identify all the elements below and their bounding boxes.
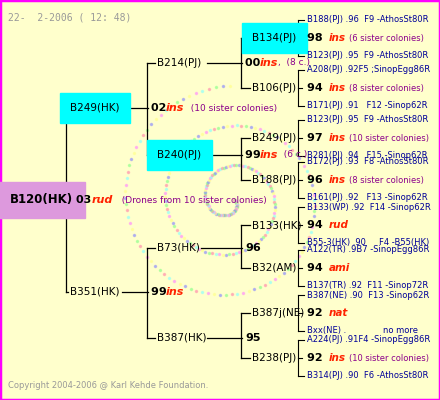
Text: (10 sister colonies): (10 sister colonies) bbox=[349, 354, 429, 362]
Text: B238(PJ): B238(PJ) bbox=[252, 353, 296, 363]
Text: (6 sister colonies): (6 sister colonies) bbox=[349, 34, 424, 42]
Text: B214(PJ): B214(PJ) bbox=[157, 58, 201, 68]
Text: B387(NE) .90  F13 -Sinop62R: B387(NE) .90 F13 -Sinop62R bbox=[307, 290, 429, 300]
Text: B133(WP) .92  F14 -Sinop62R: B133(WP) .92 F14 -Sinop62R bbox=[307, 202, 431, 212]
Text: ami: ami bbox=[329, 263, 350, 273]
Text: (10 sister colonies): (10 sister colonies) bbox=[185, 104, 277, 112]
Text: B249(HK): B249(HK) bbox=[70, 103, 120, 113]
Text: 92: 92 bbox=[307, 308, 326, 318]
Text: B188(PJ) .96  F9 -AthosSt80R: B188(PJ) .96 F9 -AthosSt80R bbox=[307, 16, 429, 24]
Text: A208(PJ) .92F5 ;SinopEgg86R: A208(PJ) .92F5 ;SinopEgg86R bbox=[307, 66, 430, 74]
Text: B137(TR) .92  F11 -Sinop72R: B137(TR) .92 F11 -Sinop72R bbox=[307, 282, 428, 290]
Text: rud: rud bbox=[92, 195, 114, 205]
Text: B314(PJ) .90  F6 -AthosSt80R: B314(PJ) .90 F6 -AthosSt80R bbox=[307, 372, 429, 380]
Text: ins: ins bbox=[329, 83, 346, 93]
Text: 22-  2-2006 ( 12: 48): 22- 2-2006 ( 12: 48) bbox=[8, 12, 132, 22]
Text: B123(PJ) .95  F9 -AthosSt80R: B123(PJ) .95 F9 -AthosSt80R bbox=[307, 52, 428, 60]
Text: B188(PJ): B188(PJ) bbox=[252, 175, 296, 185]
Text: Bxx(NE) .              no more: Bxx(NE) . no more bbox=[307, 326, 418, 336]
Text: ins: ins bbox=[329, 353, 346, 363]
Text: 99: 99 bbox=[245, 150, 264, 160]
Text: ins: ins bbox=[166, 103, 184, 113]
Text: ins: ins bbox=[166, 287, 184, 297]
Text: Copyright 2004-2006 @ Karl Kehde Foundation.: Copyright 2004-2006 @ Karl Kehde Foundat… bbox=[8, 381, 209, 390]
Text: B106(PJ): B106(PJ) bbox=[252, 83, 296, 93]
Text: 94: 94 bbox=[307, 83, 326, 93]
Text: ins: ins bbox=[260, 58, 279, 68]
Text: rud: rud bbox=[329, 220, 349, 230]
Text: 98: 98 bbox=[307, 33, 326, 43]
Text: B249(PJ): B249(PJ) bbox=[252, 133, 296, 143]
Text: ins: ins bbox=[329, 175, 346, 185]
Text: B281(PJ) .94   F15 -Sinop62R: B281(PJ) .94 F15 -Sinop62R bbox=[307, 152, 428, 160]
Text: 97: 97 bbox=[307, 133, 326, 143]
Text: 92: 92 bbox=[307, 353, 326, 363]
Text: (8 sister colonies): (8 sister colonies) bbox=[349, 176, 424, 184]
Text: ins: ins bbox=[329, 33, 346, 43]
Text: A122(TR) .9B7 -SinopEgg86R: A122(TR) .9B7 -SinopEgg86R bbox=[307, 246, 429, 254]
Text: 00: 00 bbox=[245, 58, 264, 68]
Text: 03: 03 bbox=[76, 195, 95, 205]
Text: B171(PJ) .91   F12 -Sinop62R: B171(PJ) .91 F12 -Sinop62R bbox=[307, 102, 428, 110]
Text: B134(PJ): B134(PJ) bbox=[252, 33, 296, 43]
Text: ,  (8 c.): , (8 c.) bbox=[278, 58, 310, 68]
Text: 94: 94 bbox=[307, 220, 326, 230]
Text: B351(HK): B351(HK) bbox=[70, 287, 120, 297]
Text: B240(PJ): B240(PJ) bbox=[157, 150, 201, 160]
Text: 96: 96 bbox=[245, 243, 261, 253]
Text: B161(PJ) .92   F13 -Sinop62R: B161(PJ) .92 F13 -Sinop62R bbox=[307, 194, 428, 202]
Text: A224(PJ) .91F4 -SinopEgg86R: A224(PJ) .91F4 -SinopEgg86R bbox=[307, 336, 430, 344]
Text: B387j(NE): B387j(NE) bbox=[252, 308, 304, 318]
Text: nat: nat bbox=[329, 308, 348, 318]
Text: (6 c.): (6 c.) bbox=[278, 150, 307, 160]
Text: B133(HK): B133(HK) bbox=[252, 220, 301, 230]
Text: 99: 99 bbox=[151, 287, 171, 297]
Text: (8 sister colonies): (8 sister colonies) bbox=[349, 84, 424, 92]
Text: B387(HK): B387(HK) bbox=[157, 333, 206, 343]
Text: 94: 94 bbox=[307, 263, 326, 273]
Text: B73(HK): B73(HK) bbox=[157, 243, 200, 253]
Text: (Drones from 10 sister colonies): (Drones from 10 sister colonies) bbox=[116, 196, 267, 204]
Text: 95: 95 bbox=[245, 333, 260, 343]
Text: 02: 02 bbox=[151, 103, 170, 113]
Text: (10 sister colonies): (10 sister colonies) bbox=[349, 134, 429, 142]
Text: B172(PJ) .93  F8 -AthosSt80R: B172(PJ) .93 F8 -AthosSt80R bbox=[307, 158, 429, 166]
Text: ins: ins bbox=[329, 133, 346, 143]
Text: 96: 96 bbox=[307, 175, 326, 185]
Text: B123(PJ) .95  F9 -AthosSt80R: B123(PJ) .95 F9 -AthosSt80R bbox=[307, 116, 428, 124]
Text: ins: ins bbox=[260, 150, 279, 160]
Text: B55-3(HK) .90     F4 -B55(HK): B55-3(HK) .90 F4 -B55(HK) bbox=[307, 238, 429, 248]
Text: B32(AM): B32(AM) bbox=[252, 263, 297, 273]
Text: B120(HK): B120(HK) bbox=[10, 194, 73, 206]
